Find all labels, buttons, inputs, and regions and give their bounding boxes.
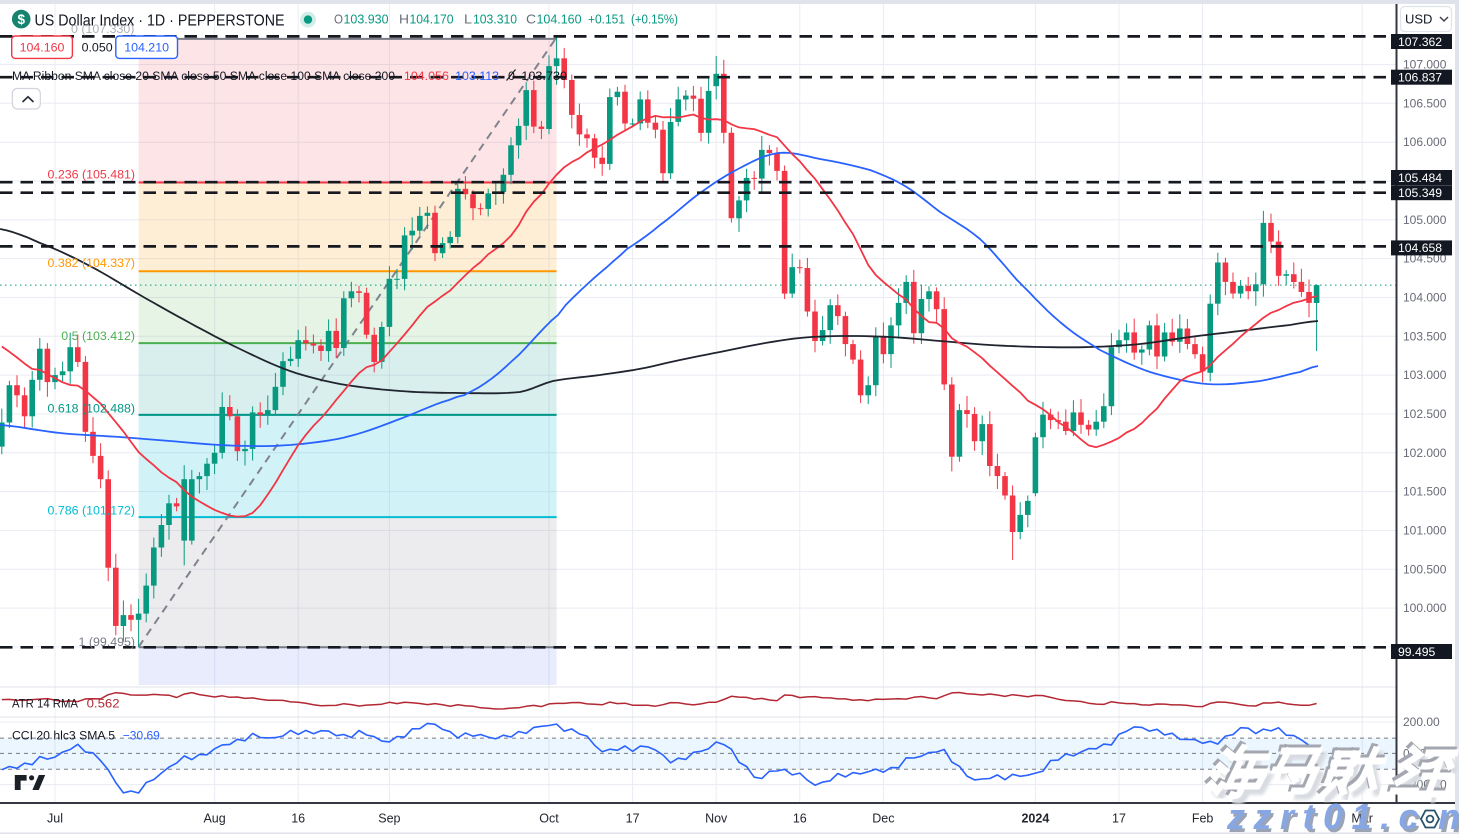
svg-text:103.310: 103.310 (473, 13, 517, 27)
svg-text:Feb: Feb (1192, 812, 1214, 826)
svg-text:101.500: 101.500 (1403, 485, 1447, 499)
svg-text:0 (107.330): 0 (107.330) (71, 22, 134, 36)
svg-text:Mar: Mar (1351, 812, 1373, 826)
svg-text:H: H (399, 13, 409, 27)
svg-text:n: n (1441, 799, 1459, 834)
svg-text:zzrt01.c: zzrt01.c (1226, 796, 1427, 834)
svg-text:200.00: 200.00 (1403, 715, 1440, 729)
svg-text:0.050: 0.050 (82, 41, 113, 55)
svg-text:105.349: 105.349 (1398, 186, 1442, 200)
svg-text:0.618 (102.488): 0.618 (102.488) (48, 402, 136, 416)
svg-text:Aug: Aug (203, 812, 225, 826)
svg-text:0.382 (104.337): 0.382 (104.337) (48, 256, 136, 270)
svg-text:Sep: Sep (378, 812, 400, 826)
svg-text:102.500: 102.500 (1403, 407, 1447, 421)
svg-text:103.500: 103.500 (1403, 329, 1447, 343)
svg-text:103.000: 103.000 (1403, 368, 1447, 382)
svg-text:Nov: Nov (705, 812, 728, 826)
svg-text:Oct: Oct (539, 812, 559, 826)
svg-text:Jul: Jul (47, 812, 63, 826)
svg-text:US Dollar Index · 1D · PEPPERS: US Dollar Index · 1D · PEPPERSTONE (35, 13, 285, 30)
svg-text:105.484: 105.484 (1398, 171, 1442, 185)
svg-text:106.837: 106.837 (1398, 71, 1442, 85)
svg-text:103.930: 103.930 (344, 13, 389, 27)
svg-text:USD: USD (1405, 12, 1432, 27)
svg-text:O: O (334, 13, 343, 27)
svg-text:16: 16 (793, 812, 807, 826)
svg-text:L: L (464, 13, 472, 27)
svg-text:+0.151: +0.151 (588, 13, 625, 27)
svg-text:106.500: 106.500 (1403, 96, 1447, 110)
svg-text:n: n (1438, 796, 1459, 834)
svg-text:102.000: 102.000 (1403, 446, 1447, 460)
svg-text:104.000: 104.000 (1403, 291, 1447, 305)
svg-text:(+0.15%): (+0.15%) (631, 13, 678, 27)
svg-text:106.000: 106.000 (1403, 135, 1447, 149)
svg-text:2024: 2024 (1021, 812, 1049, 826)
svg-text:107.362: 107.362 (1398, 35, 1442, 49)
svg-text:99.495: 99.495 (1398, 645, 1435, 659)
svg-text:17: 17 (626, 812, 640, 826)
svg-text:100.500: 100.500 (1403, 562, 1447, 576)
svg-text:104.160: 104.160 (537, 13, 582, 27)
svg-text:Dec: Dec (872, 812, 894, 826)
svg-text:CCI 20 hlc3 SMA 5: CCI 20 hlc3 SMA 5 (12, 729, 115, 743)
svg-text:16: 16 (291, 812, 305, 826)
svg-text:0: 0 (508, 69, 515, 83)
svg-text:104.056: 104.056 (404, 69, 449, 83)
svg-text:zzrt01.c: zzrt01.c (1229, 799, 1430, 834)
svg-text:101.000: 101.000 (1403, 524, 1447, 538)
svg-text:1 (99.495): 1 (99.495) (79, 635, 135, 649)
svg-text:0.5 (103.412): 0.5 (103.412) (61, 329, 135, 343)
svg-text:107.000: 107.000 (1403, 58, 1447, 72)
svg-text:$: $ (17, 12, 25, 27)
svg-text:103.730: 103.730 (521, 69, 567, 83)
svg-text:MA Ribbon SMA close 20 SMA clo: MA Ribbon SMA close 20 SMA close 50 SMA … (12, 69, 395, 83)
svg-text:104.210: 104.210 (124, 41, 169, 55)
svg-text:104.160: 104.160 (20, 41, 65, 55)
svg-text:0.786 (101.172): 0.786 (101.172) (48, 504, 136, 518)
svg-text:−30.69: −30.69 (123, 729, 160, 743)
svg-text:C: C (526, 13, 536, 27)
svg-text:100.000: 100.000 (1403, 601, 1447, 615)
svg-text:105.000: 105.000 (1403, 213, 1447, 227)
svg-text:0.236 (105.481): 0.236 (105.481) (48, 168, 136, 182)
svg-text:17: 17 (1112, 812, 1126, 826)
svg-text:104.170: 104.170 (410, 13, 454, 27)
svg-text:104.658: 104.658 (1398, 241, 1442, 255)
svg-text:ATR 14 RMA: ATR 14 RMA (12, 697, 79, 711)
svg-text:0.562: 0.562 (87, 697, 120, 711)
svg-text:103.113: 103.113 (455, 69, 499, 83)
